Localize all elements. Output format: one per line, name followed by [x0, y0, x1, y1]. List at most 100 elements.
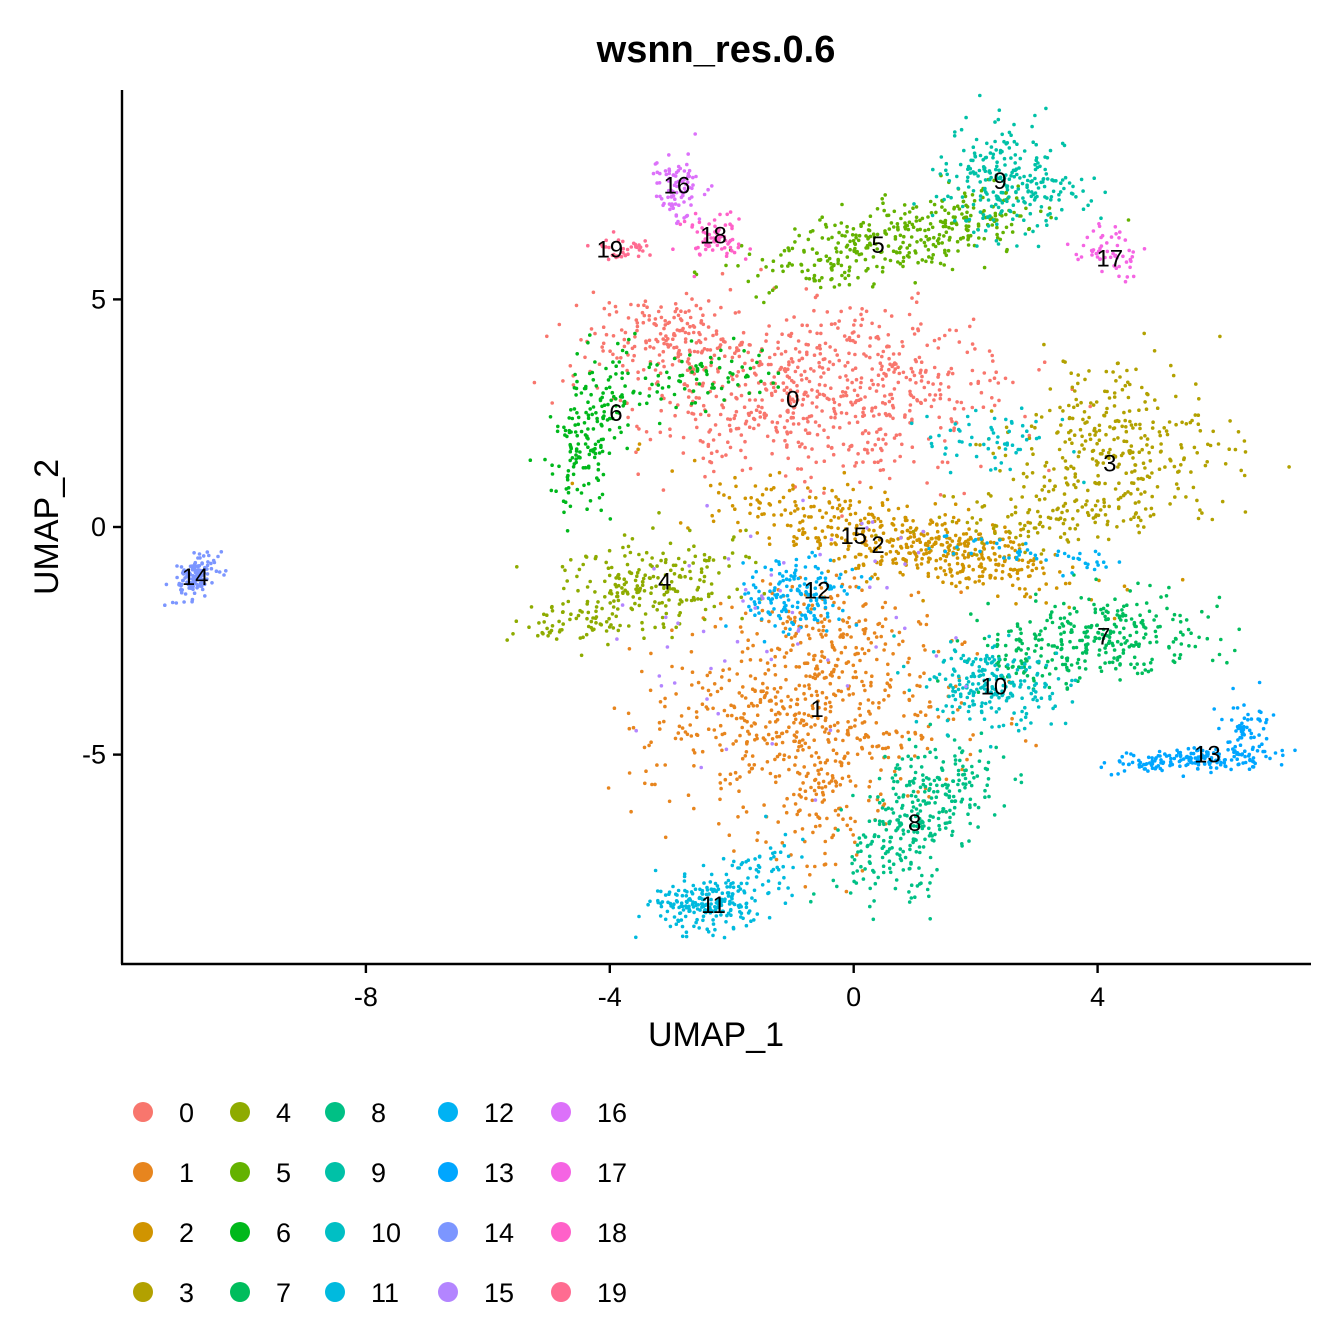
cell-point [964, 768, 968, 772]
cell-point [594, 609, 598, 614]
cell-point [954, 520, 959, 525]
cell-point [961, 553, 965, 557]
cell-point [669, 904, 673, 908]
cell-point [1120, 608, 1124, 612]
cell-point [593, 446, 597, 451]
cell-point [1150, 445, 1155, 450]
cell-point [868, 779, 873, 784]
cell-point [950, 419, 954, 424]
cell-point [768, 589, 772, 593]
cell-point [873, 833, 877, 837]
cell-point [946, 385, 951, 389]
cell-point [823, 730, 827, 734]
cell-point [859, 864, 863, 869]
cell-point [843, 527, 848, 531]
cell-point [662, 592, 666, 597]
cell-point [755, 912, 760, 916]
cell-point [773, 695, 778, 699]
cell-point [710, 513, 714, 518]
cell-point [670, 628, 674, 632]
cell-point [805, 864, 809, 869]
cell-point [1191, 485, 1196, 490]
cell-point [542, 612, 546, 617]
cell-point [888, 840, 892, 844]
cell-point [926, 237, 930, 242]
cell-point [1007, 177, 1012, 181]
cell-point [809, 607, 814, 611]
cell-point [586, 445, 590, 450]
cell-point [655, 564, 659, 568]
cell-point [786, 886, 790, 890]
cell-point [931, 650, 936, 654]
cell-point [809, 475, 813, 480]
cell-point [962, 772, 967, 777]
cell-point [589, 327, 594, 331]
cell-point [1165, 432, 1170, 437]
cell-point [924, 259, 928, 264]
cell-point [777, 470, 782, 475]
cell-point [837, 503, 842, 508]
cell-point [802, 250, 806, 254]
cell-point [942, 494, 946, 498]
cell-point [974, 442, 978, 447]
cell-point [946, 783, 950, 787]
cell-point [1147, 450, 1151, 455]
cell-point [973, 802, 977, 807]
cell-point [645, 401, 649, 406]
cell-point [595, 416, 599, 421]
cell-point [822, 486, 827, 491]
cell-point [1124, 429, 1129, 434]
cell-point [1035, 698, 1039, 703]
cell-point [842, 554, 847, 559]
cell-point [698, 362, 702, 367]
cell-point [793, 717, 798, 722]
cell-point [1078, 638, 1082, 643]
cell-point [797, 711, 801, 715]
cell-point [937, 672, 942, 677]
cell-point [1082, 480, 1086, 485]
cell-point [817, 755, 821, 760]
cell-point [965, 520, 970, 525]
cell-point [637, 596, 642, 601]
cell-point [757, 589, 761, 594]
cell-point [898, 233, 903, 238]
cell-point [766, 668, 771, 672]
cell-point [694, 377, 699, 382]
cell-point [727, 833, 732, 837]
cell-point [719, 786, 723, 791]
cell-point [712, 682, 717, 686]
cell-point [1067, 415, 1072, 420]
cell-point [777, 734, 782, 739]
cell-point [841, 608, 845, 613]
cell-point [928, 677, 932, 682]
cell-point [700, 749, 705, 754]
cell-point [902, 203, 907, 207]
cell-point [1039, 654, 1043, 658]
cell-point [1027, 655, 1031, 660]
cell-point [895, 730, 899, 735]
cell-point [877, 800, 882, 805]
cell-point [1047, 672, 1052, 676]
cell-point [575, 433, 579, 438]
cell-point [816, 546, 821, 551]
cell-point [879, 458, 883, 463]
cell-point [896, 671, 900, 675]
cell-point [949, 656, 954, 661]
cell-point [947, 694, 951, 699]
cell-point [963, 549, 967, 554]
cell-point [660, 900, 665, 904]
cell-point [706, 444, 711, 449]
cell-point [1164, 429, 1169, 433]
cell-point [923, 370, 928, 374]
cell-point [1200, 609, 1204, 614]
cell-point [782, 248, 787, 253]
cell-point [773, 352, 777, 357]
cell-point [835, 534, 840, 539]
cell-point [852, 576, 857, 580]
cell-point [582, 421, 587, 425]
cell-point [565, 579, 569, 583]
cell-point [600, 606, 604, 611]
cell-point [947, 397, 952, 402]
cell-point [767, 915, 772, 920]
cell-point [1128, 633, 1132, 638]
